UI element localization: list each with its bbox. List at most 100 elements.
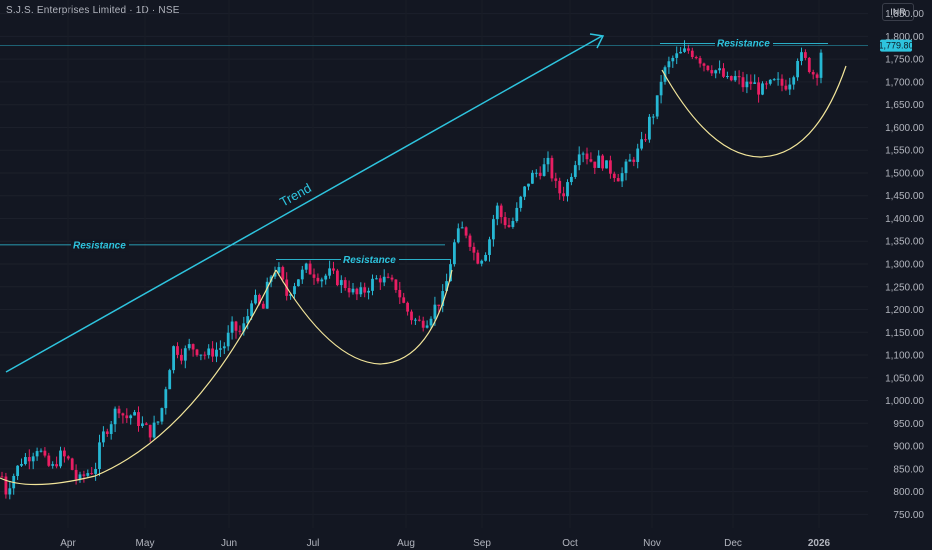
candle [320,279,324,282]
candle [207,348,211,356]
x-tick-label: May [136,538,155,549]
candle [242,323,246,332]
y-tick-label: 1,450.00 [885,191,924,202]
candle [27,457,31,462]
candle [265,281,269,309]
candle [246,316,250,324]
candle [589,159,593,162]
candle [117,408,121,414]
candle [109,424,113,434]
candle [815,74,819,78]
resistance-label: Resistance [73,240,126,251]
candle [573,165,577,177]
candle [230,321,234,333]
candle [324,275,328,280]
candle [343,280,347,289]
candle [554,178,558,181]
candle [792,77,796,85]
y-tick-label: 900.00 [893,442,924,453]
candle [616,178,620,182]
label-bg [341,253,399,266]
candle [105,431,109,434]
candle [726,76,729,78]
candle [507,225,511,227]
cup-curve [275,269,453,365]
candle [441,291,445,307]
candle [796,60,799,78]
candle [714,70,718,74]
candle [788,84,792,90]
candle [476,252,480,264]
candle [675,53,679,58]
candle [219,348,222,350]
candle [20,464,23,466]
y-tick-label: 1,400.00 [885,214,924,225]
candle [70,458,74,470]
resistance-label: Resistance [343,255,396,266]
candle [363,287,367,293]
candle [222,346,226,349]
candle [768,79,772,84]
candle [784,85,788,90]
candle [0,476,4,478]
candle [176,346,179,355]
candle [55,464,58,467]
y-tick-label: 800.00 [893,487,924,498]
candle [203,354,207,356]
y-tick-label: 1,600.00 [885,123,924,134]
candle [632,159,636,162]
candle [297,279,300,287]
candle [757,82,760,95]
candle [605,160,608,169]
candle [304,263,308,270]
candle [261,303,265,309]
candle [141,423,144,427]
x-tick-label: Jul [307,538,320,549]
candle [433,304,437,319]
candle [180,354,183,361]
candle [429,318,433,326]
candle [546,157,550,165]
candle [468,235,472,247]
candle [640,139,643,149]
candle [367,290,370,293]
currency-button[interactable]: INR [882,3,914,21]
candle [300,269,304,280]
candle [308,263,312,275]
candle [211,348,214,357]
candle [453,242,456,265]
candle [597,155,601,168]
candle [121,413,125,416]
y-tick-label: 1,850.00 [885,9,924,20]
y-tick-label: 1,100.00 [885,351,924,362]
candle [527,183,530,187]
candle [472,246,476,253]
candle [258,294,261,304]
candle [102,431,105,443]
y-tick-label: 1,250.00 [885,282,924,293]
candle [66,456,70,459]
candle [332,268,335,271]
x-tick-label: Jun [221,538,237,549]
candle [152,422,156,438]
candle [94,469,97,474]
candle [538,172,542,176]
candle [129,415,133,419]
candle [144,423,148,425]
candle [772,79,776,81]
y-tick-label: 950.00 [893,419,924,430]
candle [671,57,675,62]
candle [191,344,195,350]
candle [706,65,710,71]
candle [464,227,468,236]
candle [566,182,569,197]
candle [63,450,66,457]
y-tick-label: 1,050.00 [885,373,924,384]
candle [35,451,39,457]
candle [495,205,499,220]
candle [39,450,43,452]
y-tick-label: 1,150.00 [885,328,924,339]
candle [47,455,51,466]
candle [195,349,199,356]
